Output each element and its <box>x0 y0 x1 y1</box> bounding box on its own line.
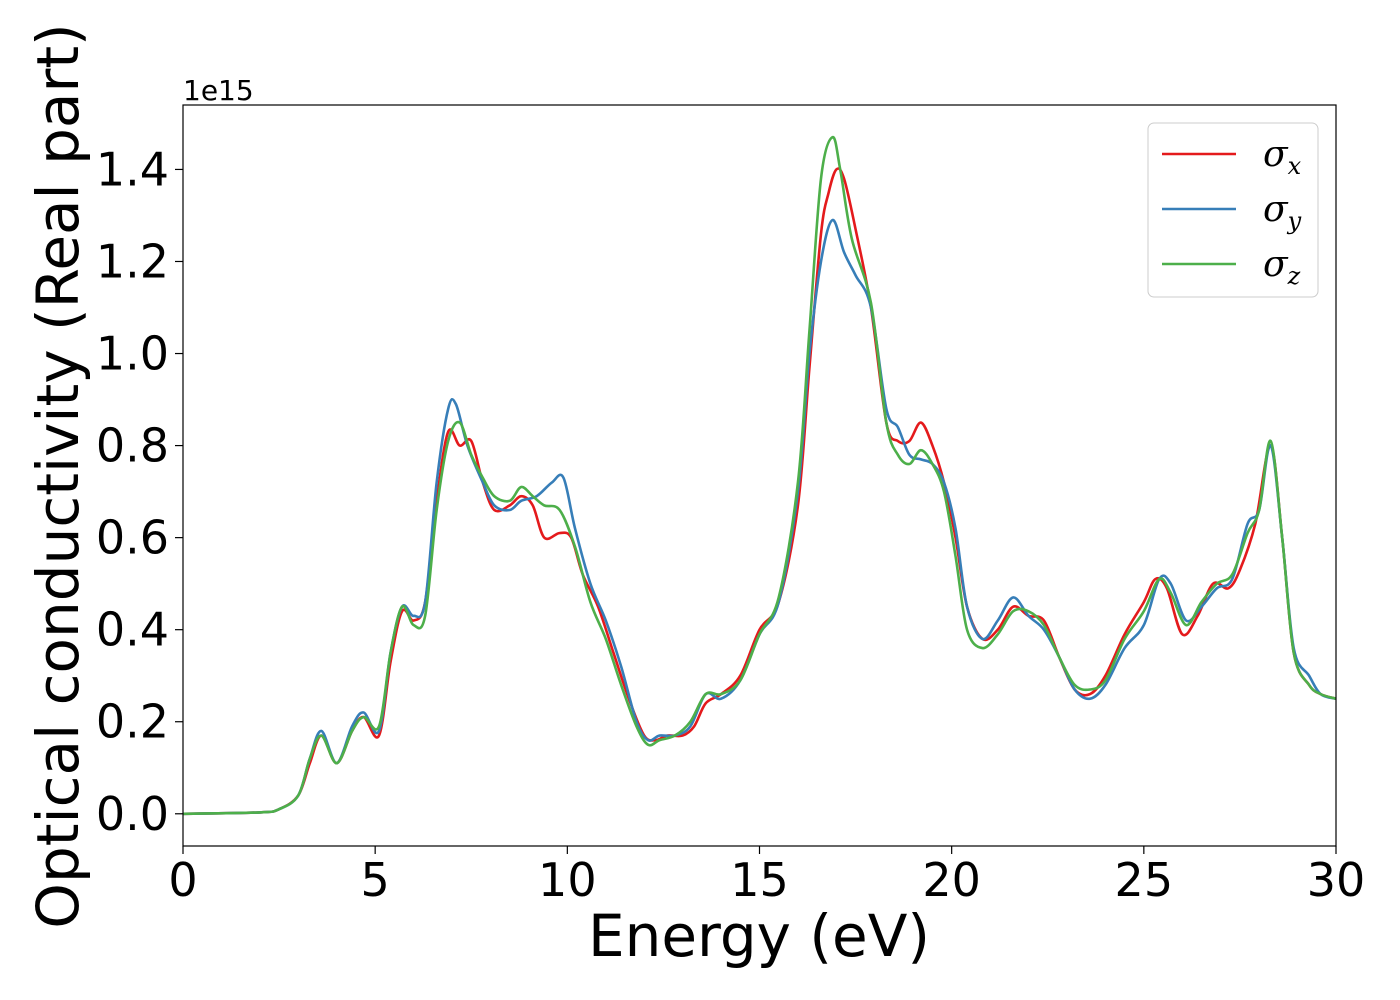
y-tick-label: 0.4 <box>96 603 169 657</box>
x-axis-ticks: 0 5 10 15 20 25 30 <box>168 846 1365 907</box>
y-tick-label: 0.6 <box>96 511 169 565</box>
y-tick-label: 0.8 <box>96 419 169 473</box>
series-lines <box>182 135 1337 816</box>
legend: σx σy σz <box>1147 122 1319 298</box>
x-tick-label: 10 <box>538 853 597 907</box>
legend-label-z: σz <box>1263 244 1301 290</box>
y-axis-label: Optical conductivity (Real part) <box>24 23 92 928</box>
x-tick-label: 20 <box>922 853 981 907</box>
y-offset-text: 1e15 <box>183 74 254 107</box>
x-axis-label: Energy (eV) <box>588 902 930 970</box>
y-tick-label: 1.0 <box>96 327 169 381</box>
series-line-z <box>182 135 1337 816</box>
x-tick-label: 25 <box>1115 853 1174 907</box>
legend-label-y: σy <box>1263 189 1302 235</box>
legend-label-x: σx <box>1263 134 1302 180</box>
x-tick-label: 15 <box>730 853 789 907</box>
y-tick-label: 0.0 <box>96 787 169 841</box>
x-tick-label: 0 <box>168 853 197 907</box>
x-tick-label: 30 <box>1307 853 1366 907</box>
y-tick-label: 1.2 <box>96 234 169 288</box>
legend-items: σx σy σz <box>1162 134 1302 290</box>
y-tick-label: 1.4 <box>96 142 169 196</box>
y-axis-ticks: 0.0 0.2 0.4 0.6 0.8 1.0 1.2 1.4 <box>96 142 183 841</box>
y-tick-label: 0.2 <box>96 695 169 749</box>
x-tick-label: 5 <box>361 853 390 907</box>
